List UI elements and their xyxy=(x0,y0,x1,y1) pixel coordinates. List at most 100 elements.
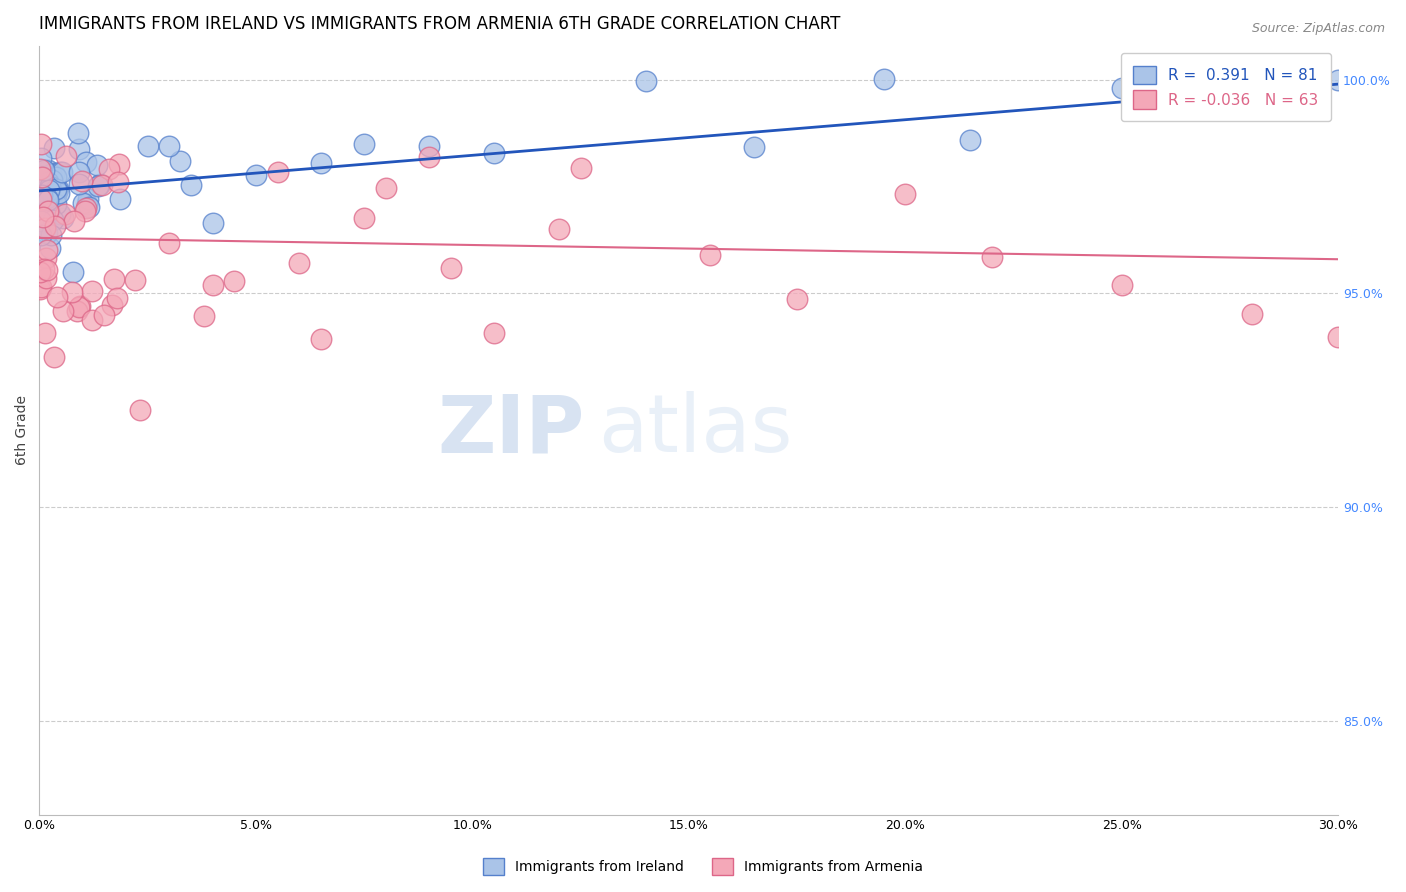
Point xyxy=(35,263,58,277)
Point xyxy=(30,189,52,203)
Point xyxy=(35,191,58,205)
Point xyxy=(63,214,86,228)
Legend: R =  0.391   N = 81, R = -0.036   N = 63: R = 0.391 N = 81, R = -0.036 N = 63 xyxy=(1121,54,1330,121)
Point xyxy=(39,227,62,242)
Point xyxy=(30,193,52,207)
Point xyxy=(34,326,56,340)
Point xyxy=(67,178,90,192)
Point xyxy=(75,201,97,215)
Point xyxy=(107,156,129,170)
Point xyxy=(44,141,66,155)
Point xyxy=(31,210,53,224)
Point xyxy=(91,178,114,192)
Point xyxy=(1263,77,1285,91)
Point xyxy=(35,243,58,257)
Point xyxy=(157,139,180,153)
Point xyxy=(89,177,111,191)
Point xyxy=(66,303,89,318)
Point xyxy=(193,309,215,323)
Point xyxy=(45,187,67,202)
Point xyxy=(44,165,66,179)
Point xyxy=(45,182,67,196)
Point xyxy=(37,204,59,219)
Point xyxy=(60,285,83,299)
Point xyxy=(55,149,77,163)
Point xyxy=(37,193,59,207)
Point xyxy=(28,162,51,177)
Point xyxy=(37,196,59,211)
Text: atlas: atlas xyxy=(598,391,793,469)
Point xyxy=(107,176,129,190)
Point xyxy=(288,256,311,270)
Point xyxy=(38,181,60,195)
Point xyxy=(31,170,53,185)
Point xyxy=(374,181,396,195)
Point xyxy=(980,250,1002,264)
Point xyxy=(30,280,52,294)
Point xyxy=(136,139,159,153)
Point xyxy=(45,197,67,211)
Point xyxy=(38,204,60,219)
Point xyxy=(39,241,62,255)
Y-axis label: 6th Grade: 6th Grade xyxy=(15,395,30,465)
Point xyxy=(67,126,90,140)
Point xyxy=(1327,330,1350,344)
Point xyxy=(49,207,72,221)
Text: ZIP: ZIP xyxy=(437,391,585,469)
Point xyxy=(76,197,98,211)
Point xyxy=(37,175,59,189)
Point xyxy=(42,350,65,364)
Point xyxy=(245,168,267,182)
Point xyxy=(30,214,52,228)
Point xyxy=(110,192,132,206)
Point xyxy=(418,139,440,153)
Point xyxy=(872,71,894,86)
Point xyxy=(482,326,505,340)
Point xyxy=(41,173,63,187)
Point xyxy=(35,191,58,205)
Point xyxy=(30,282,52,296)
Point xyxy=(1111,81,1133,95)
Point xyxy=(309,332,332,346)
Point xyxy=(30,227,52,242)
Text: IMMIGRANTS FROM IRELAND VS IMMIGRANTS FROM ARMENIA 6TH GRADE CORRELATION CHART: IMMIGRANTS FROM IRELAND VS IMMIGRANTS FR… xyxy=(39,15,841,33)
Point xyxy=(482,146,505,161)
Point xyxy=(32,193,55,207)
Point xyxy=(959,133,981,147)
Point xyxy=(34,214,56,228)
Point xyxy=(309,156,332,170)
Point xyxy=(30,216,52,230)
Point xyxy=(53,207,76,221)
Point xyxy=(128,403,150,417)
Point xyxy=(77,192,100,206)
Point xyxy=(28,188,51,202)
Point xyxy=(28,186,51,200)
Point xyxy=(101,298,124,312)
Point xyxy=(38,182,60,196)
Point xyxy=(548,222,571,236)
Point xyxy=(93,308,115,322)
Point xyxy=(48,186,70,200)
Point xyxy=(32,222,55,236)
Point xyxy=(38,183,60,197)
Point xyxy=(39,167,62,181)
Point xyxy=(28,264,51,278)
Point xyxy=(1327,73,1350,87)
Point xyxy=(34,220,56,235)
Point xyxy=(80,313,103,327)
Point xyxy=(201,277,224,292)
Point xyxy=(51,165,73,179)
Point xyxy=(87,179,110,194)
Point xyxy=(103,272,125,286)
Point xyxy=(124,273,146,287)
Point xyxy=(1240,307,1263,321)
Point xyxy=(30,191,52,205)
Point xyxy=(634,74,657,88)
Point xyxy=(30,169,52,183)
Point xyxy=(699,248,721,262)
Point xyxy=(28,196,51,211)
Point xyxy=(894,186,917,201)
Point xyxy=(82,284,104,298)
Point xyxy=(31,188,53,202)
Point xyxy=(440,261,463,276)
